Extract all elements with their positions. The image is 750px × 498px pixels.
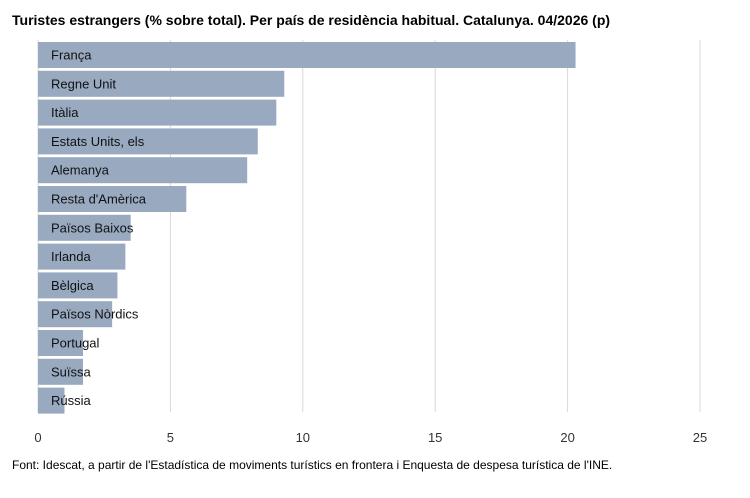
bar-label: Itàlia	[51, 105, 79, 120]
bar	[38, 243, 126, 270]
bar-label: Irlanda	[51, 249, 92, 264]
bar	[38, 42, 576, 68]
bar	[38, 128, 258, 155]
bar-label: Estats Units, els	[51, 134, 145, 149]
bar	[38, 157, 248, 184]
bar-label: França	[51, 48, 92, 63]
x-tick-label: 25	[693, 430, 707, 445]
bar	[38, 330, 84, 356]
bar-label: Resta d'Amèrica	[51, 192, 147, 207]
chart-title: Turistes estrangers (% sobre total). Per…	[12, 12, 611, 28]
bar-label: Rússia	[51, 393, 92, 408]
x-tick-label: 10	[296, 430, 310, 445]
bar-label: Portugal	[51, 336, 100, 351]
bar-label: Suïssa	[51, 364, 92, 379]
bar	[38, 70, 285, 97]
bar-label: Països Nòrdics	[51, 307, 139, 322]
bar	[38, 99, 277, 126]
bar-label: Regne Unit	[51, 76, 116, 91]
bar	[38, 301, 113, 328]
bar-label: Alemanya	[51, 163, 110, 178]
x-tick-label: 20	[560, 430, 574, 445]
x-tick-label: 5	[167, 430, 174, 445]
bar	[38, 272, 118, 299]
source-note: Font: Idescat, a partir de l'Estadística…	[12, 458, 613, 472]
x-tick-label: 0	[34, 430, 41, 445]
bar	[38, 214, 131, 241]
bar	[38, 387, 65, 414]
x-tick-label: 15	[428, 430, 442, 445]
bar-label: Països Baixos	[51, 220, 134, 235]
bar-label: Bèlgica	[51, 278, 94, 293]
bar	[38, 186, 187, 212]
bar	[38, 358, 84, 385]
